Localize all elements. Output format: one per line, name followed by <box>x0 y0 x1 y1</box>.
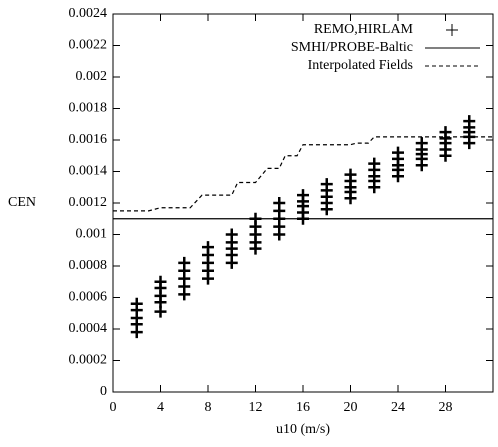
y-tick-label: 0.0004 <box>69 321 108 336</box>
legend-label: REMO,HIRLAM <box>314 22 414 37</box>
point <box>297 189 309 202</box>
point <box>225 228 238 241</box>
y-tick-label: 0.0022 <box>69 38 108 53</box>
y-tick-label: 0.0024 <box>69 6 108 21</box>
point <box>439 126 452 139</box>
point <box>415 137 428 150</box>
legend-label: Interpolated Fields <box>308 58 413 73</box>
point <box>130 297 143 310</box>
x-tick-label: 20 <box>344 400 358 415</box>
x-axis-label: u10 (m/s) <box>276 422 330 437</box>
y-tick-label: 0.001 <box>76 227 108 242</box>
point <box>273 197 286 209</box>
x-tick-label: 28 <box>439 400 453 415</box>
y-tick-label: 0.0002 <box>69 353 108 368</box>
x-tick-label: 8 <box>205 400 212 415</box>
y-tick-label: 0.0008 <box>69 258 108 273</box>
legend-label: SMHI/PROBE-Baltic <box>291 40 413 55</box>
y-axis-label: CEN <box>8 195 36 210</box>
y-tick-label: 0.0012 <box>69 195 108 210</box>
point <box>463 115 476 128</box>
y-tick-label: 0.002 <box>76 69 108 84</box>
point <box>202 241 214 254</box>
point <box>392 146 404 159</box>
x-tick-label: 24 <box>391 400 405 415</box>
line <box>113 136 493 212</box>
y-tick-label: 0.0014 <box>69 164 108 179</box>
point <box>344 168 357 181</box>
point <box>368 157 381 170</box>
x-tick-label: 0 <box>110 400 117 415</box>
y-tick-label: 0 <box>100 384 107 399</box>
legend-marker <box>446 24 458 36</box>
x-tick-label: 4 <box>157 400 164 415</box>
x-tick-label: 16 <box>296 400 310 415</box>
y-tick-label: 0.0018 <box>69 101 108 116</box>
y-tick-label: 0.0006 <box>69 290 108 305</box>
y-tick-label: 0.0016 <box>69 132 108 147</box>
point <box>154 275 167 288</box>
point <box>320 178 333 191</box>
point <box>178 256 191 269</box>
x-tick-label: 12 <box>249 400 263 415</box>
